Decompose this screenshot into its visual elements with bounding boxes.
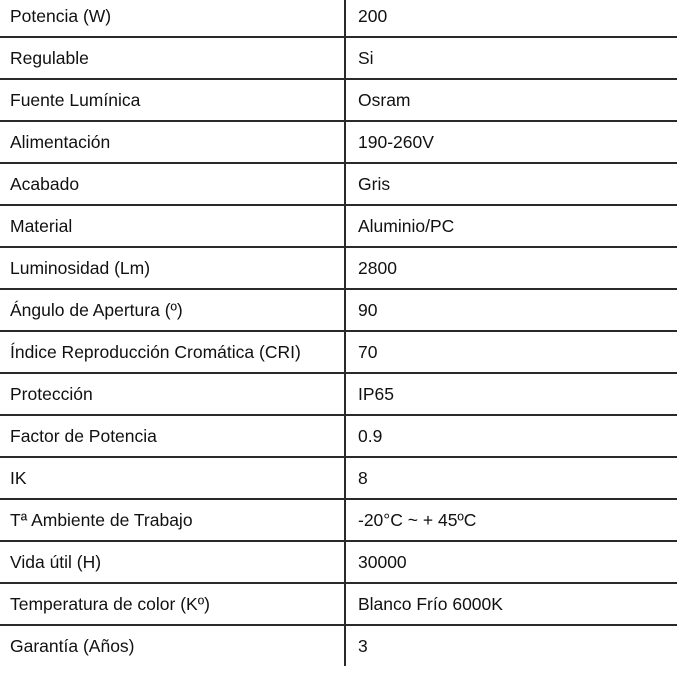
spec-label: Ángulo de Apertura (º) bbox=[0, 288, 346, 332]
table-row: Factor de Potencia 0.9 bbox=[0, 414, 677, 458]
table-row: IK 8 bbox=[0, 456, 677, 500]
spec-value: Blanco Frío 6000K bbox=[345, 582, 677, 626]
table-row: Material Aluminio/PC bbox=[0, 204, 677, 248]
table-row: Tª Ambiente de Trabajo -20°C ~ + 45ºC bbox=[0, 498, 677, 542]
table-row: Ángulo de Apertura (º) 90 bbox=[0, 288, 677, 332]
spec-value: Gris bbox=[345, 162, 677, 206]
spec-label: Material bbox=[0, 204, 346, 248]
table-row: Acabado Gris bbox=[0, 162, 677, 206]
spec-value: 3 bbox=[345, 624, 677, 666]
table-row: Regulable Si bbox=[0, 36, 677, 80]
spec-label: Temperatura de color (Kº) bbox=[0, 582, 346, 626]
spec-value: Osram bbox=[345, 78, 677, 122]
spec-label: Alimentación bbox=[0, 120, 346, 164]
table-row: Garantía (Años) 3 bbox=[0, 624, 677, 666]
table-row: Vida útil (H) 30000 bbox=[0, 540, 677, 584]
table-row: Índice Reproducción Cromática (CRI) 70 bbox=[0, 330, 677, 374]
table-row: Luminosidad (Lm) 2800 bbox=[0, 246, 677, 290]
spec-value: 90 bbox=[345, 288, 677, 332]
spec-value: IP65 bbox=[345, 372, 677, 416]
spec-label: Regulable bbox=[0, 36, 346, 80]
spec-label: IK bbox=[0, 456, 346, 500]
spec-label: Factor de Potencia bbox=[0, 414, 346, 458]
spec-value: 8 bbox=[345, 456, 677, 500]
specs-table: Potencia (W) 200 Regulable Si Fuente Lumínic… bbox=[0, 0, 677, 666]
spec-label: Acabado bbox=[0, 162, 346, 206]
table-row: Alimentación 190-260V bbox=[0, 120, 677, 164]
spec-value: 2800 bbox=[345, 246, 677, 290]
table-row: Potencia (W) 200 bbox=[0, 0, 677, 38]
table-row: Temperatura de color (Kº) Blanco Frío 600… bbox=[0, 582, 677, 626]
spec-label: Potencia (W) bbox=[0, 0, 346, 38]
spec-value: Aluminio/PC bbox=[345, 204, 677, 248]
table-row: Protección IP65 bbox=[0, 372, 677, 416]
spec-value: 0.9 bbox=[345, 414, 677, 458]
spec-value: 30000 bbox=[345, 540, 677, 584]
spec-value: 70 bbox=[345, 330, 677, 374]
spec-label: Índice Reproducción Cromática (CRI) bbox=[0, 330, 346, 374]
spec-value: -20°C ~ + 45ºC bbox=[345, 498, 677, 542]
spec-label: Fuente Lumínica bbox=[0, 78, 346, 122]
spec-label: Vida útil (H) bbox=[0, 540, 346, 584]
spec-value: 200 bbox=[345, 0, 677, 38]
spec-value: 190-260V bbox=[345, 120, 677, 164]
spec-value: Si bbox=[345, 36, 677, 80]
spec-label: Luminosidad (Lm) bbox=[0, 246, 346, 290]
spec-label: Tª Ambiente de Trabajo bbox=[0, 498, 346, 542]
table-row: Fuente Lumínica Osram bbox=[0, 78, 677, 122]
spec-label: Protección bbox=[0, 372, 346, 416]
spec-label: Garantía (Años) bbox=[0, 624, 346, 666]
